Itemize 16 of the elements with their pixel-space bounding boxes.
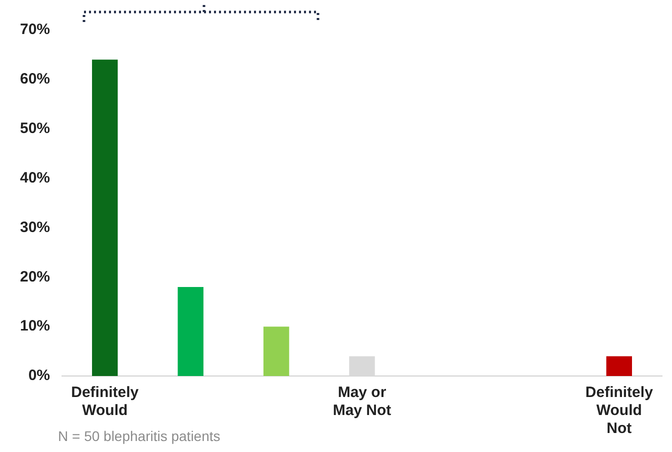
x-tick-label: Definitely Would <box>71 384 140 420</box>
bar <box>606 356 632 376</box>
text: N = 50 blepharitis patients <box>58 428 220 444</box>
y-tick-label: 0% <box>28 367 50 384</box>
y-tick-label: 40% <box>20 169 50 186</box>
y-tick-label: 10% <box>20 318 50 335</box>
bar <box>263 326 290 376</box>
y-tick-label: 50% <box>20 120 50 137</box>
y-tick-label: 30% <box>20 218 50 236</box>
bar <box>178 287 204 376</box>
x-tick-label: Definitely Would Not <box>585 384 654 438</box>
y-tick-label: 60% <box>20 70 50 88</box>
y-tick-label: 70% <box>20 21 50 38</box>
bar <box>92 60 118 376</box>
y-tick-label: 20% <box>20 268 50 286</box>
x-tick-label: May or May Not <box>332 384 392 420</box>
